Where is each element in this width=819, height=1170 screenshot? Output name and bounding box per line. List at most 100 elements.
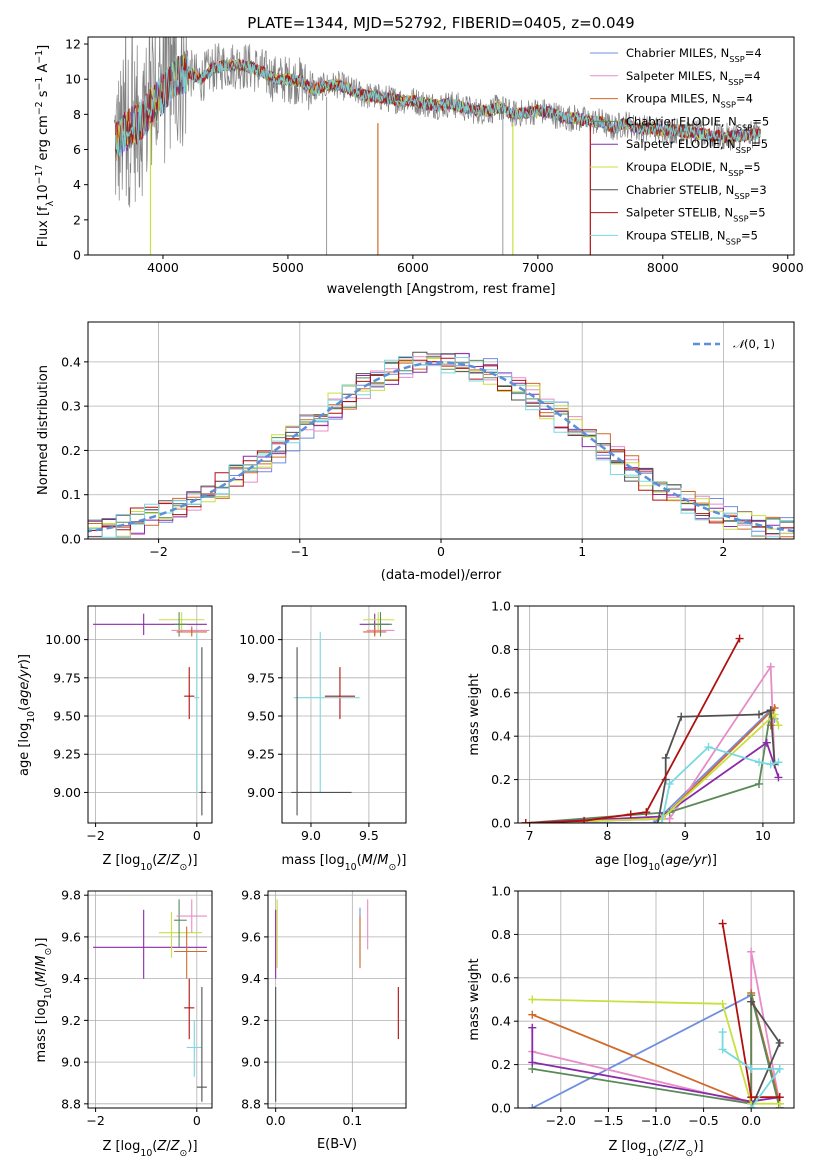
x-tick-label: 0 bbox=[193, 828, 201, 843]
x-axis-label: Z [log10(Z/Z⊙)] bbox=[608, 1139, 703, 1159]
y-tick-label: 9.25 bbox=[53, 747, 81, 762]
weight-marker bbox=[521, 819, 530, 823]
y-tick-label: 9.00 bbox=[247, 785, 275, 800]
x-axis-label: mass [log10(M/M⊙)] bbox=[282, 853, 407, 873]
axes-frame bbox=[267, 890, 407, 1109]
legend-entry: Chabrier STELIB, NSSP=3 bbox=[626, 183, 767, 201]
y-tick-label: 0.0 bbox=[491, 1101, 511, 1116]
x-tick-label: −1.5 bbox=[593, 1113, 623, 1128]
x-tick-label: 0.0 bbox=[266, 1113, 286, 1128]
weight-marker bbox=[704, 743, 713, 752]
weight-marker bbox=[775, 1064, 784, 1073]
y-tick-label: 0.0 bbox=[491, 816, 511, 831]
weight-line-chabrier-elodie bbox=[532, 994, 781, 1108]
weight-marker bbox=[774, 758, 783, 767]
x-tick-label: 8 bbox=[603, 828, 611, 843]
y-tick-label: 0.6 bbox=[491, 970, 511, 985]
weight-line-kroupa-elodie bbox=[525, 712, 780, 823]
x-axis-label: E(B-V) bbox=[317, 1137, 357, 1152]
weight-marker bbox=[657, 819, 666, 823]
axes-frame bbox=[87, 321, 795, 540]
weight-marker bbox=[747, 1093, 756, 1102]
y-tick-label: 12 bbox=[65, 37, 81, 52]
y-tick-label: 9.0 bbox=[61, 1055, 81, 1070]
x-tick-label: 7000 bbox=[522, 260, 554, 275]
y-tick-label: 4 bbox=[73, 177, 81, 192]
weight-marker bbox=[766, 662, 775, 671]
x-tick-label: −2 bbox=[86, 1113, 104, 1128]
legend-entry: Chabrier MILES, NSSP=4 bbox=[626, 46, 762, 64]
x-tick-label: 0 bbox=[193, 1113, 201, 1128]
y-tick-label: 0.8 bbox=[491, 642, 511, 657]
y-tick-label: 0.2 bbox=[61, 443, 81, 458]
weight-marker bbox=[755, 779, 764, 788]
histograms bbox=[88, 351, 794, 539]
model-spectrum-kroupa-stelib bbox=[115, 55, 761, 157]
y-tick-label: 10.00 bbox=[45, 632, 81, 647]
weight-vs-age-panel: 7 8 9 10 0.0 0.2 0.4 0.6 0.8 1.0 mass weight age [l… bbox=[467, 599, 795, 873]
weight-marker bbox=[665, 779, 674, 788]
y-tick-label: 9.75 bbox=[53, 670, 81, 685]
x-tick-label: −2.0 bbox=[546, 1113, 576, 1128]
legend-entry: Kroupa STELIB, NSSP=5 bbox=[626, 228, 758, 246]
errorbars bbox=[93, 612, 210, 816]
x-tick-label: 0 bbox=[437, 544, 445, 559]
x-tick-label: −0.5 bbox=[688, 1113, 718, 1128]
legend-entry: Kroupa ELODIE, NSSP=5 bbox=[626, 160, 761, 178]
weight-lines bbox=[521, 634, 783, 823]
y-tick-label: 9.4 bbox=[61, 971, 81, 986]
x-tick-label: 4000 bbox=[147, 260, 179, 275]
weight-line-salpeter-elodie bbox=[531, 1027, 780, 1103]
residual-histogram-kroupa-stelib bbox=[88, 356, 794, 538]
x-tick-label: 1 bbox=[578, 544, 586, 559]
y-tick-label: 8.8 bbox=[241, 1096, 261, 1111]
y-tick-label: 8 bbox=[73, 107, 81, 122]
weight-marker bbox=[528, 995, 537, 1004]
weight-vs-Z-panel: −2.0 −1.5 −1.0 −0.5 0.0 0.0 0.2 0.4 0.6 0.8 1.0 mas… bbox=[467, 884, 795, 1159]
errorbars bbox=[93, 899, 207, 1102]
axes-frame bbox=[87, 36, 795, 256]
y-tick-label: 9.8 bbox=[61, 888, 81, 903]
weight-marker bbox=[528, 1023, 537, 1032]
y-axis-label: Flux [fλ10−17 erg cm−2 s−1 A−1] bbox=[34, 45, 56, 247]
x-axis-label: (data-model)/error bbox=[381, 568, 502, 583]
weight-marker bbox=[766, 760, 775, 769]
axes-frame bbox=[87, 605, 213, 824]
y-tick-label: 1.0 bbox=[491, 884, 511, 899]
x-axis-label: Z [log10(Z/Z⊙)] bbox=[102, 853, 197, 873]
errorbars bbox=[291, 612, 395, 816]
legend-entry: 𝒩(0, 1) bbox=[733, 337, 775, 351]
weight-marker bbox=[747, 1064, 756, 1073]
weight-line-kroupa-elodie bbox=[532, 998, 780, 1105]
y-tick-label: 9.00 bbox=[53, 785, 81, 800]
weight-marker bbox=[755, 710, 764, 719]
x-tick-label: −1.0 bbox=[641, 1113, 671, 1128]
weight-line-salpeter-stelib bbox=[525, 638, 741, 823]
weight-marker bbox=[626, 810, 635, 819]
y-axis-label: age [log10(age/yr)] bbox=[17, 654, 37, 776]
gaussian-curve bbox=[88, 361, 794, 533]
weight-marker bbox=[642, 808, 651, 817]
x-tick-label: 5000 bbox=[272, 260, 304, 275]
y-tick-label: 10 bbox=[65, 72, 81, 87]
y-tick-label: 0.6 bbox=[491, 685, 511, 700]
legend-entry: Chabrier ELODIE, NSSP=5 bbox=[626, 114, 769, 132]
weight-line-chabrier-elodie bbox=[525, 710, 772, 823]
y-tick-label: 9.25 bbox=[247, 747, 275, 762]
y-tick-label: 1.0 bbox=[491, 599, 511, 614]
y-tick-label: 6 bbox=[73, 142, 81, 157]
weight-marker bbox=[718, 1045, 727, 1054]
y-tick-label: 9.2 bbox=[61, 1013, 81, 1028]
x-tick-label: 10 bbox=[755, 828, 771, 843]
weight-marker bbox=[775, 1093, 784, 1102]
weight-marker bbox=[747, 997, 756, 1006]
x-tick-label: 7 bbox=[526, 828, 534, 843]
legend-entry: Salpeter STELIB, NSSP=5 bbox=[626, 206, 766, 224]
weight-marker bbox=[653, 819, 662, 823]
y-axis-label: Normed distribution bbox=[36, 365, 51, 495]
x-tick-label: 0.0 bbox=[741, 1113, 761, 1128]
x-tick-label: 8000 bbox=[647, 260, 679, 275]
y-axis-label: mass weight bbox=[467, 958, 482, 1040]
residual-panel: −2 −1 0 1 2 0.0 0.1 0.2 0.3 0.4 (data-model)/error… bbox=[36, 321, 795, 583]
y-tick-label: 9.50 bbox=[247, 709, 275, 724]
